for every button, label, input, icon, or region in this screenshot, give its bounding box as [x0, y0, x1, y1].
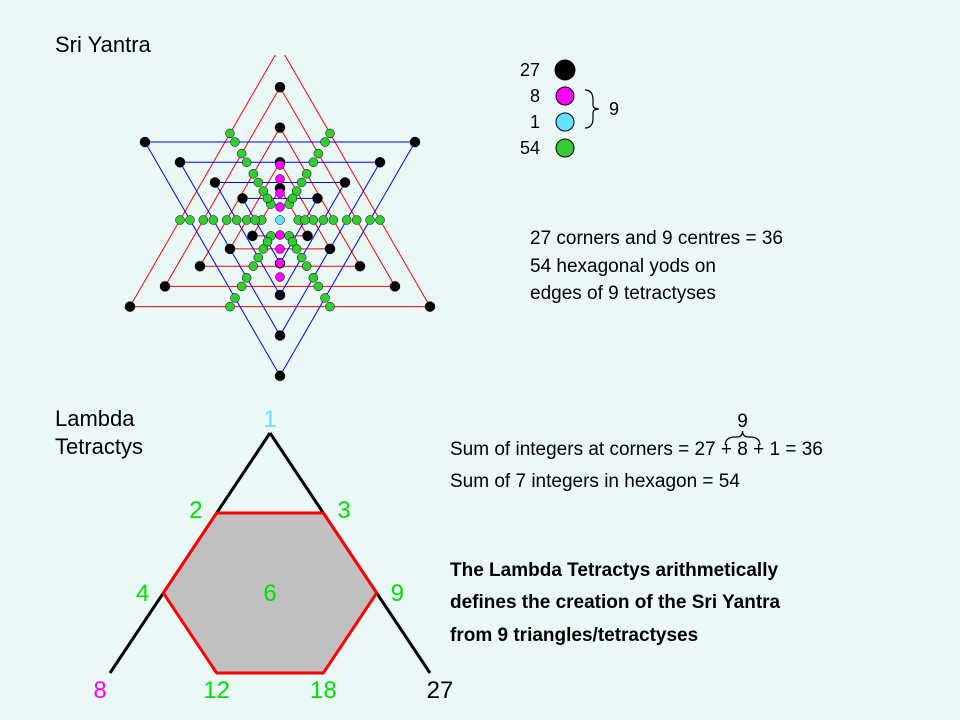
- sri-yantra-diagram: [110, 55, 450, 385]
- svg-text:27: 27: [427, 677, 454, 704]
- svg-text:18: 18: [310, 677, 337, 704]
- svg-text:12: 12: [203, 677, 230, 704]
- svg-text:8: 8: [93, 677, 106, 704]
- svg-text:8: 8: [530, 86, 540, 106]
- svg-text:54: 54: [520, 138, 540, 158]
- conclusion-l1: The Lambda Tetractys arithmetically: [450, 555, 780, 587]
- svg-text:1: 1: [530, 112, 540, 132]
- caption-2: Sum of integers at corners = 27 + 8 + 1 …: [450, 395, 950, 515]
- svg-text:Sum of 7 integers in hexagon =: Sum of 7 integers in hexagon = 54: [450, 471, 740, 492]
- conclusion-l2: defines the creation of the Sri Yantra: [450, 587, 780, 619]
- svg-text:2: 2: [189, 497, 202, 524]
- legend: 27 8 1 54 9: [495, 56, 675, 176]
- svg-text:9: 9: [609, 99, 619, 119]
- lambda-tetractys-diagram: 1234698121827: [80, 408, 460, 708]
- caption1-l3: edges of 9 tetractyses: [530, 280, 783, 308]
- caption1-l1: 27 corners and 9 centres = 36: [530, 225, 783, 253]
- svg-text:4: 4: [136, 580, 149, 607]
- conclusion: The Lambda Tetractys arithmetically defi…: [450, 555, 780, 652]
- conclusion-l3: from 9 triangles/tetractyses: [450, 620, 780, 652]
- svg-text:6: 6: [263, 580, 276, 607]
- svg-text:3: 3: [337, 497, 350, 524]
- svg-text:9: 9: [737, 411, 748, 432]
- caption-1: 27 corners and 9 centres = 36 54 hexagon…: [530, 225, 783, 308]
- svg-text:1: 1: [263, 408, 276, 433]
- svg-text:Sum of integers at corners = 2: Sum of integers at corners = 27 + 8 + 1 …: [450, 439, 823, 460]
- caption1-l2: 54 hexagonal yods on: [530, 253, 783, 281]
- svg-text:27: 27: [520, 60, 540, 80]
- svg-text:9: 9: [391, 580, 404, 607]
